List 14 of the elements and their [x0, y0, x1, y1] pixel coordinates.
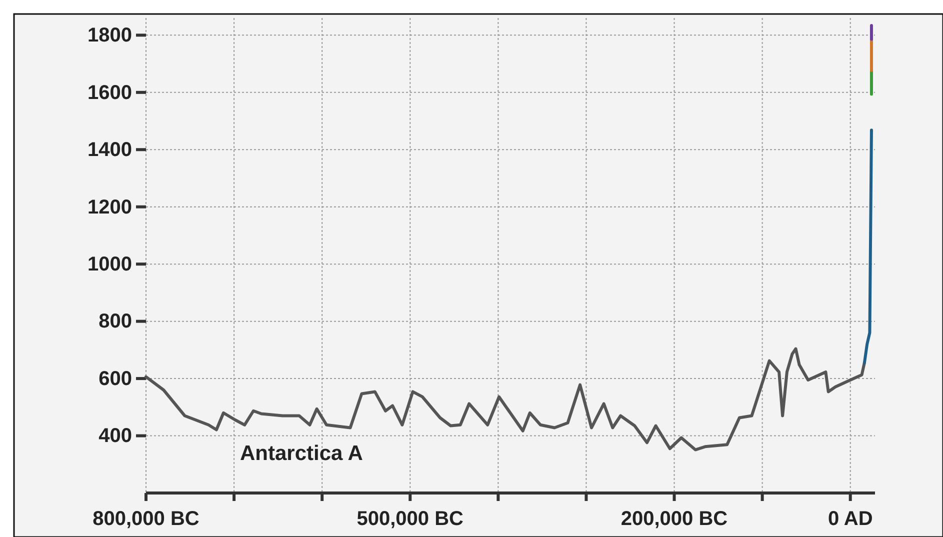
x-tick-label: 800,000 BC [92, 508, 200, 530]
y-tick-label: 1600 [88, 82, 132, 104]
line-series [862, 128, 873, 364]
y-tick-label: 800 [98, 310, 132, 333]
y-tick-label: 1000 [88, 253, 132, 276]
x-tick-label: 500,000 BC [356, 508, 464, 530]
annotation: Antarctica A [240, 442, 363, 465]
y-tick-label: 1200 [88, 196, 132, 218]
y-tick-label: 600 [98, 368, 132, 390]
x-tick-label: 200,000 BC [620, 508, 728, 530]
y-tick-label: 1400 [88, 139, 132, 162]
x-tick-label: 0 AD [828, 508, 873, 530]
y-tick-label: 1800 [88, 24, 132, 47]
y-tick-label: 400 [98, 425, 132, 448]
